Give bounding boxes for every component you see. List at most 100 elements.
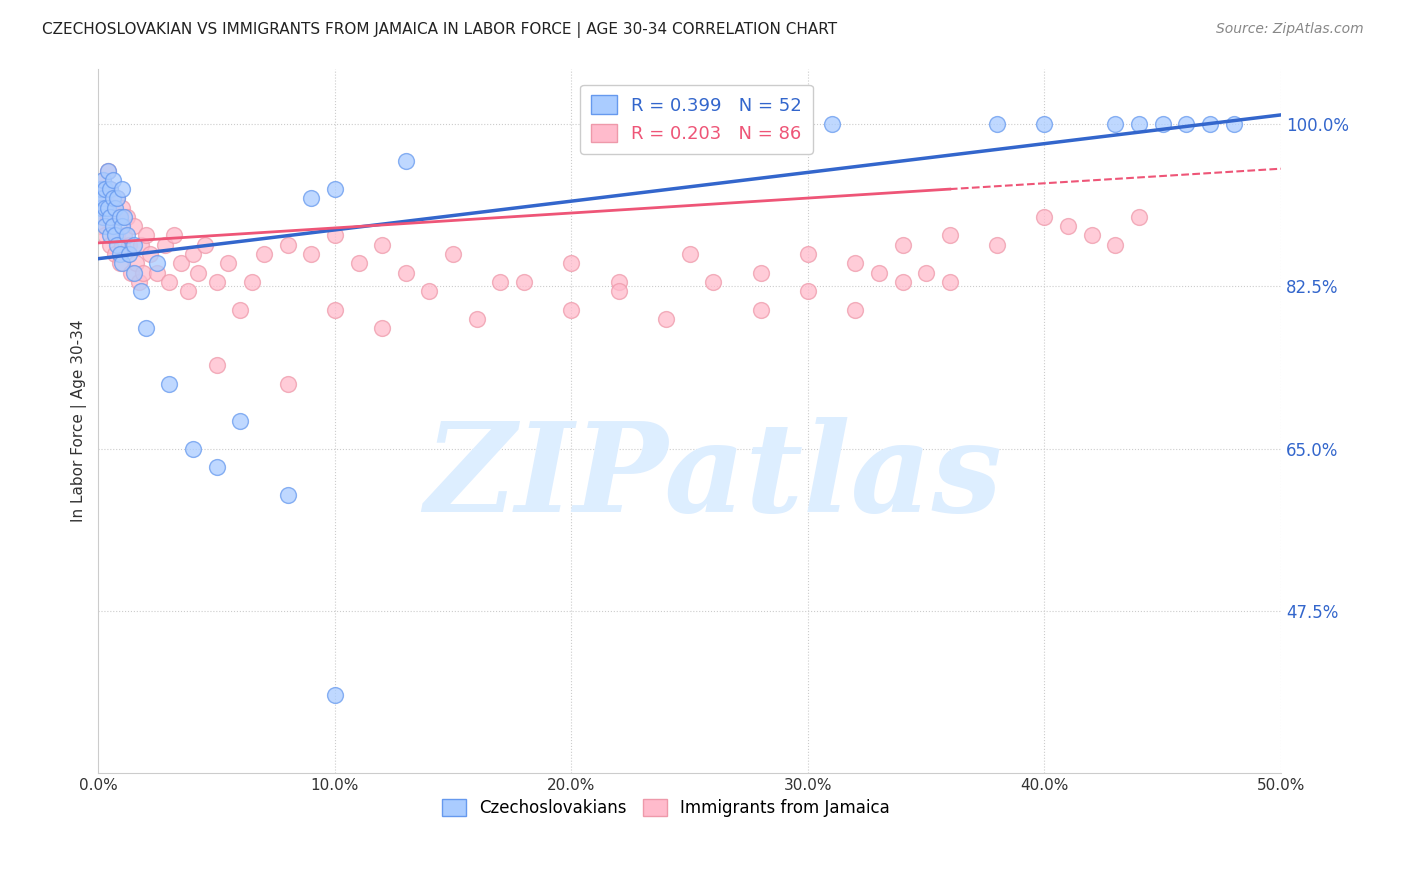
Point: [163, 228, 186, 243]
Point: [129, 237, 152, 252]
Point: [98, 237, 121, 252]
Point: [104, 201, 127, 215]
Point: [181, 442, 204, 456]
Point: [108, 210, 131, 224]
Point: [1128, 210, 1150, 224]
Point: [111, 182, 134, 196]
Point: [153, 237, 176, 252]
Point: [607, 284, 630, 298]
Point: [749, 266, 772, 280]
Point: [229, 302, 252, 317]
Point: [560, 256, 582, 270]
Point: [915, 266, 938, 280]
Point: [939, 228, 962, 243]
Point: [749, 302, 772, 317]
Point: [101, 191, 124, 205]
Point: [240, 275, 263, 289]
Point: [187, 266, 209, 280]
Point: [1222, 117, 1244, 131]
Point: [1033, 117, 1056, 131]
Point: [157, 275, 180, 289]
Point: [132, 266, 155, 280]
Point: [91, 210, 114, 224]
Point: [465, 312, 488, 326]
Point: [323, 688, 346, 702]
Point: [489, 275, 512, 289]
Point: [101, 219, 124, 234]
Point: [939, 275, 962, 289]
Point: [91, 210, 114, 224]
Point: [1199, 117, 1222, 131]
Point: [111, 237, 134, 252]
Point: [607, 275, 630, 289]
Point: [118, 237, 141, 252]
Point: [90, 182, 112, 196]
Point: [105, 237, 128, 252]
Point: [1104, 237, 1126, 252]
Point: [560, 302, 582, 317]
Point: [111, 256, 134, 270]
Point: [299, 247, 322, 261]
Point: [323, 228, 346, 243]
Point: [371, 237, 394, 252]
Point: [820, 117, 842, 131]
Legend: Czechoslovakians, Immigrants from Jamaica: Czechoslovakians, Immigrants from Jamaic…: [434, 790, 898, 825]
Point: [986, 237, 1008, 252]
Point: [121, 266, 143, 280]
Point: [194, 237, 217, 252]
Point: [91, 173, 114, 187]
Point: [868, 266, 890, 280]
Point: [1080, 228, 1102, 243]
Point: [395, 154, 418, 169]
Point: [128, 275, 150, 289]
Point: [181, 247, 204, 261]
Point: [323, 302, 346, 317]
Point: [91, 173, 114, 187]
Text: Source: ZipAtlas.com: Source: ZipAtlas.com: [1216, 22, 1364, 37]
Point: [94, 201, 117, 215]
Point: [94, 228, 117, 243]
Point: [986, 117, 1008, 131]
Point: [115, 228, 138, 243]
Point: [108, 247, 131, 261]
Point: [655, 312, 678, 326]
Point: [797, 247, 820, 261]
Point: [702, 275, 724, 289]
Point: [395, 266, 418, 280]
Point: [98, 228, 121, 243]
Point: [97, 163, 120, 178]
Point: [146, 266, 169, 280]
Point: [205, 359, 228, 373]
Point: [277, 376, 299, 391]
Point: [277, 488, 299, 502]
Point: [97, 201, 120, 215]
Point: [371, 321, 394, 335]
Point: [323, 182, 346, 196]
Point: [105, 228, 128, 243]
Point: [101, 219, 124, 234]
Point: [157, 376, 180, 391]
Point: [105, 191, 128, 205]
Point: [135, 321, 157, 335]
Point: [94, 219, 117, 234]
Point: [844, 256, 866, 270]
Point: [104, 228, 127, 243]
Point: [891, 275, 914, 289]
Point: [1128, 117, 1150, 131]
Point: [111, 201, 134, 215]
Point: [299, 191, 322, 205]
Point: [125, 256, 148, 270]
Point: [1152, 117, 1174, 131]
Point: [122, 237, 145, 252]
Point: [146, 256, 169, 270]
Point: [1175, 117, 1198, 131]
Point: [91, 191, 114, 205]
Point: [229, 414, 252, 428]
Point: [98, 182, 121, 196]
Point: [94, 182, 117, 196]
Point: [205, 460, 228, 475]
Point: [105, 191, 128, 205]
Point: [1104, 117, 1126, 131]
Point: [98, 182, 121, 196]
Point: [205, 275, 228, 289]
